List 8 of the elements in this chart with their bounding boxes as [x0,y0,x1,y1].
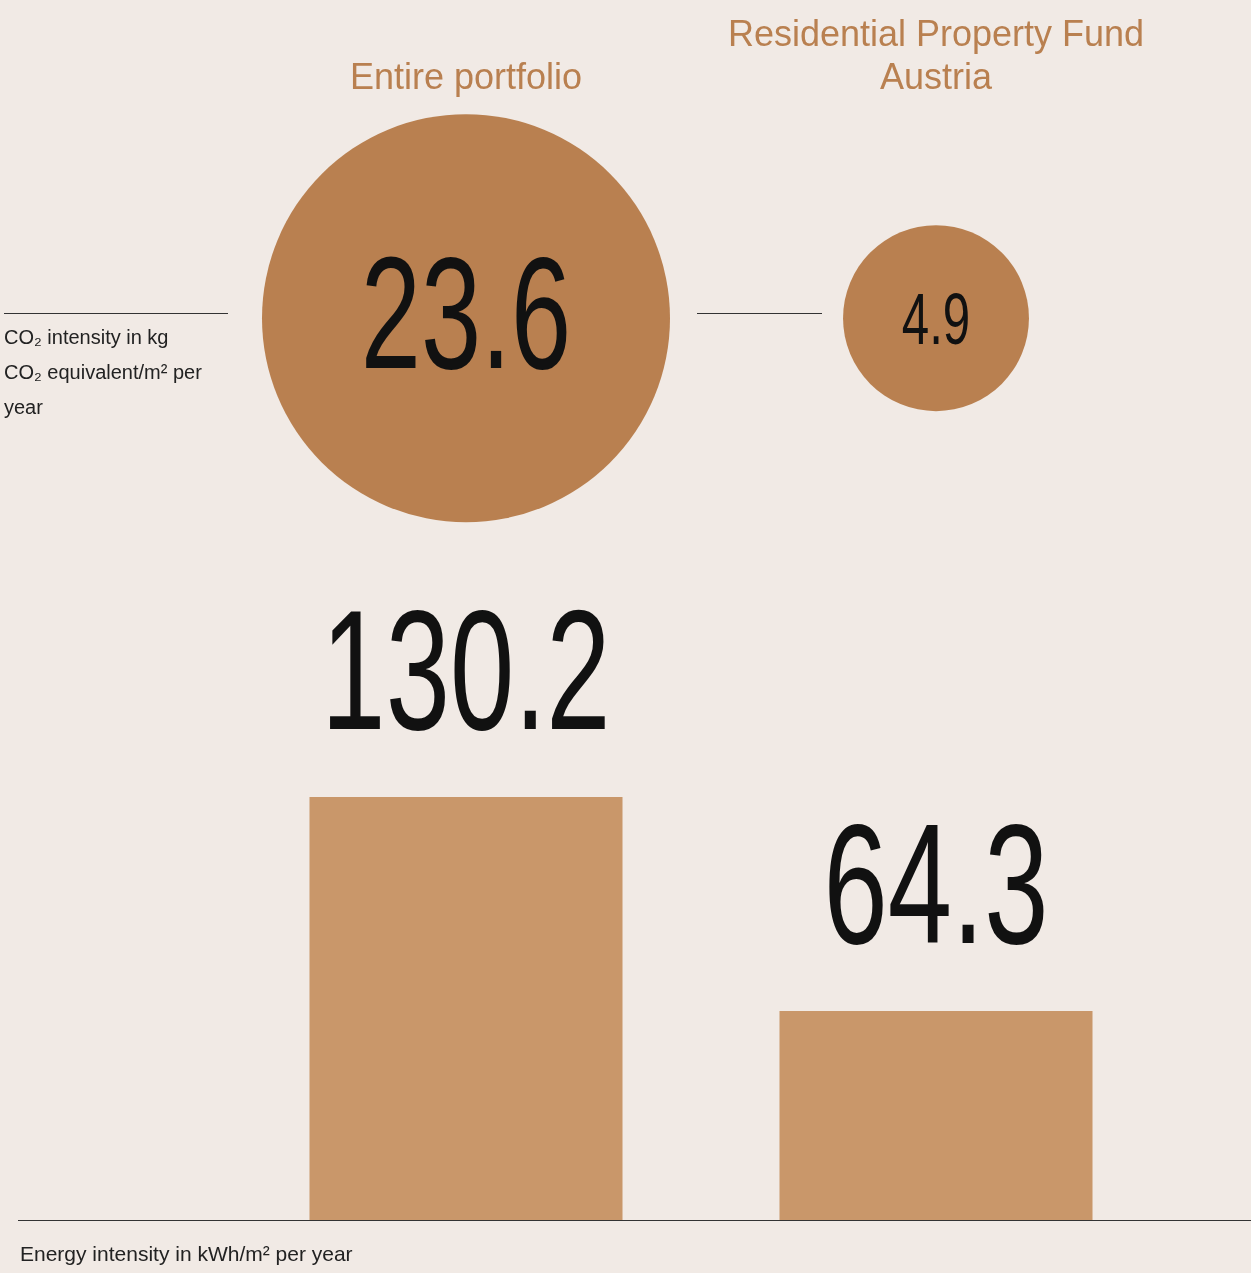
data-label: 64.3 [823,788,1049,980]
x-axis-title: Energy intensity in kWh/m² per year [20,1242,353,1266]
data-label: 4.9 [901,278,971,360]
data-label: 130.2 [321,574,611,766]
text: CO₂ intensity in kg CO₂ equivalent/m² per year [4,325,203,420]
category-label: Entire portfolio [349,55,583,97]
data-label: 23.6 [360,224,572,402]
category-label: Residential Property Fund Austria [727,12,1145,97]
